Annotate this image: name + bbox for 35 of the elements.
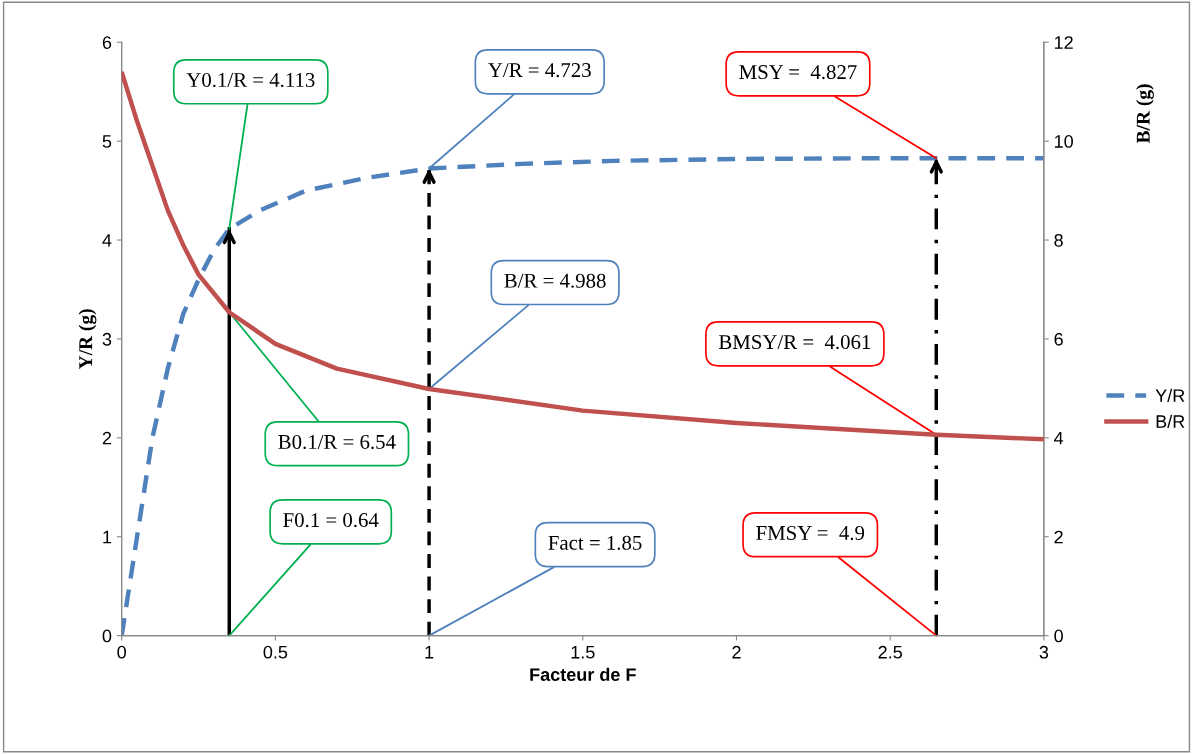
x-tick-label: 0.5 — [263, 645, 288, 659]
legend-label: Y/R — [1155, 388, 1185, 403]
x-tick-label: 0 — [117, 645, 126, 659]
y-tick-label: 0 — [102, 629, 112, 643]
y2-tick-label: 10 — [1054, 135, 1073, 148]
x-axis-title: Facteur de F — [530, 667, 636, 681]
x-tick-label: 3 — [1039, 645, 1049, 659]
annotation: F0.1 = 0.64 — [283, 513, 379, 528]
y2-tick-label: 6 — [1054, 332, 1063, 346]
y-axis-title: Y/R (g) — [78, 309, 97, 370]
y2-tick-label: 8 — [1054, 233, 1063, 247]
y-tick-label: 5 — [102, 135, 112, 148]
x-tick-label: 1 — [425, 646, 434, 659]
y2-tick-label: 4 — [1054, 431, 1064, 445]
x-tick-label: 2.5 — [878, 645, 902, 659]
annotation: BMSY/R = 4.061 — [718, 335, 871, 350]
y-tick-label: 6 — [102, 36, 112, 49]
legend-label: B/R — [1156, 414, 1185, 428]
y-tick-label: 4 — [102, 234, 112, 247]
annotation: Y/R = 4.723 — [488, 63, 591, 78]
annotation: FMSY = 4.9 — [756, 525, 865, 541]
y2-tick-label: 12 — [1054, 36, 1073, 49]
annotation: Fact = 1.85 — [548, 535, 642, 550]
annotation: B0.1/R = 6.54 — [278, 434, 396, 450]
y-tick-label: 1 — [103, 530, 112, 544]
y-tick-label: 3 — [102, 332, 112, 346]
y2-axis-title: B/R (g) — [1136, 84, 1154, 144]
y-tick-label: 2 — [102, 431, 112, 445]
y2-tick-label: 0 — [1054, 629, 1063, 643]
x-tick-label: 1.5 — [571, 646, 595, 659]
y2-tick-label: 2 — [1054, 530, 1063, 544]
annotation: B/R = 4.988 — [504, 273, 606, 288]
annotation: Y0.1/R = 4.113 — [186, 72, 315, 88]
x-tick-label: 2 — [732, 645, 741, 659]
annotation: MSY = 4.827 — [739, 65, 857, 80]
